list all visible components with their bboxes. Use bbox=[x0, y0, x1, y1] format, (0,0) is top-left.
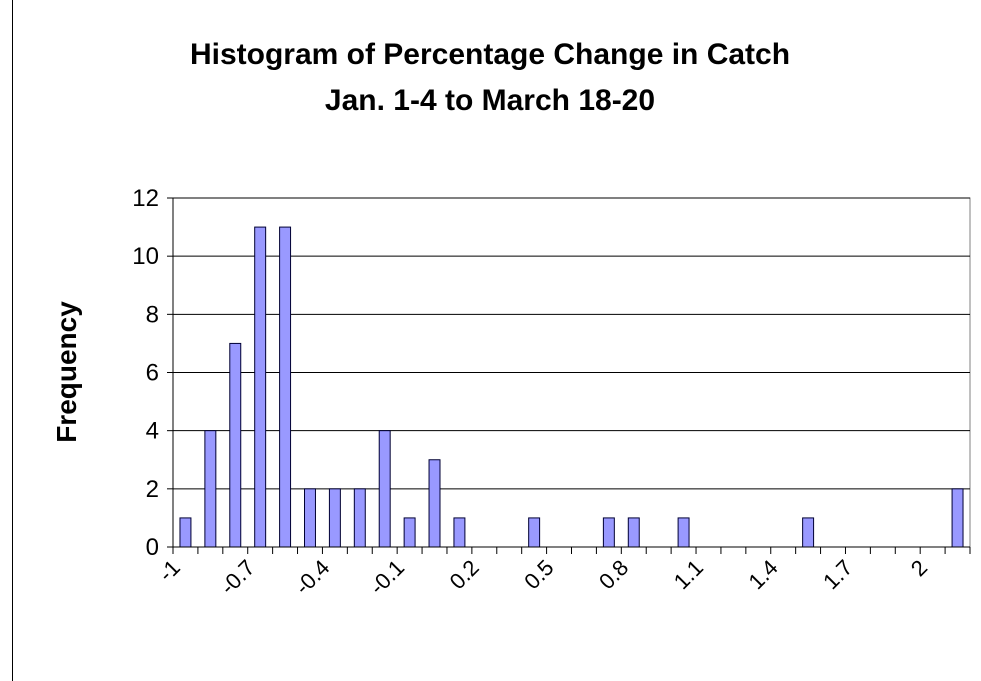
bar bbox=[602, 517, 615, 548]
bar bbox=[353, 488, 366, 548]
bar bbox=[279, 226, 292, 548]
bar bbox=[229, 342, 242, 548]
bar bbox=[254, 226, 267, 548]
y-tick-label: 8 bbox=[146, 301, 159, 328]
bar bbox=[528, 517, 541, 548]
y-tick-label: 10 bbox=[132, 243, 159, 270]
bar bbox=[204, 430, 217, 548]
bar bbox=[179, 517, 192, 548]
y-tick-label: 0 bbox=[146, 534, 159, 561]
bar bbox=[802, 517, 815, 548]
bar bbox=[378, 430, 391, 548]
bar bbox=[627, 517, 640, 548]
bar bbox=[951, 488, 964, 548]
y-axis-label: Frequency bbox=[51, 301, 82, 443]
y-tick-label: 12 bbox=[132, 185, 159, 212]
bar bbox=[428, 459, 441, 548]
bar bbox=[403, 517, 416, 548]
y-tick-label: 2 bbox=[146, 476, 159, 503]
chart-title: Jan. 1-4 to March 18-20 bbox=[325, 84, 655, 117]
chart-title: Histogram of Percentage Change in Catch bbox=[190, 38, 790, 71]
y-tick-label: 4 bbox=[146, 418, 159, 445]
y-tick-label: 6 bbox=[146, 360, 159, 387]
bar bbox=[328, 488, 341, 548]
bar bbox=[453, 517, 466, 548]
bar bbox=[304, 488, 316, 548]
bar bbox=[677, 517, 690, 548]
